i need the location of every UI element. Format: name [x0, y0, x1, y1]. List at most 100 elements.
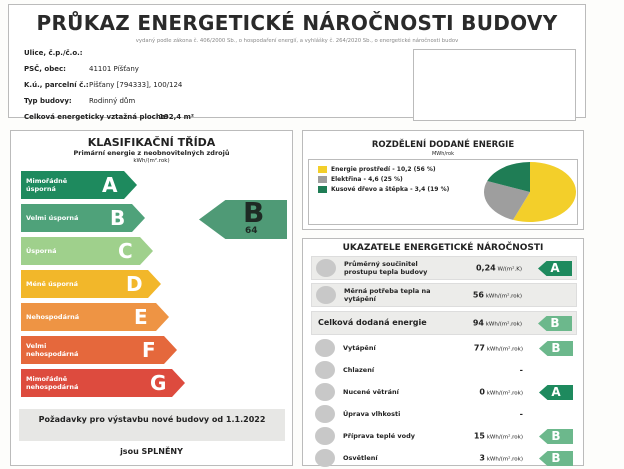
class-bar-b: Velmi úsporná B [21, 204, 145, 232]
pie-slice [484, 180, 530, 220]
indicator-label: Osvětlení [343, 454, 378, 462]
info-label: K.ú., parcelní č.: [24, 81, 89, 89]
thermometer-hot-icon [315, 339, 335, 357]
indicator-row: Celková dodaná energie 94 kWh/(m².rok) B [311, 311, 577, 335]
indicator-unit: kWh/(m².rok) [486, 390, 523, 397]
distribution-unit: MWh/rok [431, 151, 454, 157]
indicator-value: 3 kWh/(m².rok) [479, 454, 523, 463]
class-label: Velmi úsporná [26, 214, 79, 222]
indicator-number: 77 [473, 343, 485, 353]
droplet-icon [315, 405, 335, 423]
class-bar-body [21, 204, 132, 232]
legend-label: Energie prostředí - 10,2 (56 %) [331, 166, 436, 173]
info-label: PSČ, obec: [24, 65, 66, 73]
class-bar-body [21, 303, 156, 331]
indicator-unit: W/(m².K) [497, 266, 522, 273]
class-bar-tip [124, 171, 137, 199]
lightbulb-icon [315, 449, 335, 467]
indicator-number: - [519, 409, 523, 419]
pie-slice [487, 162, 530, 192]
info-label: Typ budovy: [24, 97, 72, 105]
info-value: Píšťany [794333], 100/124 [89, 81, 183, 89]
class-letter: D [126, 272, 143, 296]
indicator-number: - [519, 365, 523, 375]
class-bar-e: Nehospodárná E [21, 303, 169, 331]
class-bar-tip [164, 336, 177, 364]
class-bar-body [21, 336, 164, 364]
indicator-value: 94 kWh/(m².rok) [473, 319, 522, 328]
class-bar-g: Mimořádně nehospodárná G [21, 369, 185, 397]
distribution-chart-frame [308, 159, 578, 225]
requirement-status: jsou SPLNĚNY [120, 447, 183, 456]
indicator-row: Nucené větrání 0 kWh/(m².rok) A [311, 381, 577, 403]
info-label: Celková energeticky vztažná plocha: [24, 113, 169, 121]
legend-label: Elektřina - 4,6 (25 %) [331, 176, 403, 183]
indicators-panel: UKAZATELE ENERGETICKÉ NÁROČNOSTI Průměrn… [302, 238, 584, 467]
info-value: 41101 Píšťany [89, 65, 139, 73]
indicator-value: - [520, 366, 523, 375]
indicator-number: 94 [472, 318, 484, 328]
indicator-value: 0,24 W/(m².K) [476, 264, 522, 273]
indicator-row: Příprava teplé vody 15 kWh/(m².rok) B [311, 425, 577, 447]
class-bar-body [21, 270, 148, 298]
info-value: Rodinný dům [89, 97, 136, 105]
info-label: Ulice, č.p./č.o.: [24, 49, 83, 57]
info-value: 192,4 m² [159, 113, 194, 121]
class-bar-tip [172, 369, 185, 397]
indicator-row: Chlazení - [311, 359, 577, 381]
indicator-number: 0,24 [475, 263, 496, 273]
class-bar-tip [156, 303, 169, 331]
indicator-row: Měrná potřeba tepla na vytápění 56 kWh/(m… [311, 283, 577, 307]
class-bar-body [21, 237, 140, 265]
legend-item: Kusové dřevo a štěpka - 3,4 (19 %) [318, 186, 449, 193]
requirement-box: Požadavky pro výstavbu nové budovy od 1.… [19, 409, 285, 441]
class-label: Úsporná [26, 247, 57, 255]
indicator-label: Vytápění [343, 344, 376, 352]
indicator-value: 77 kWh/(m².rok) [474, 344, 523, 353]
energy-distribution-panel: ROZDĚLENÍ DODANÉ ENERGIE MWh/rok Energie… [302, 130, 584, 230]
page-subtitle: vydaný podle zákona č. 406/2000 Sb., o h… [135, 38, 459, 44]
legend-swatch [318, 186, 327, 193]
class-badge-a: A [539, 385, 573, 400]
legend-item: Elektřina - 4,6 (25 %) [318, 176, 403, 183]
class-letter: F [142, 338, 156, 362]
house-icon [316, 259, 336, 277]
indicator-value: 0 kWh/(m².rok) [479, 388, 523, 397]
class-label: Mimořádně úsporná [26, 177, 68, 193]
class-bar-body [21, 369, 172, 397]
class-bar-tip [148, 270, 161, 298]
indicator-number: 0 [479, 387, 485, 397]
class-label: Méně úsporná [26, 280, 79, 288]
class-badge-b: B [539, 451, 573, 466]
class-letter: C [118, 239, 133, 263]
indicator-unit: kWh/(m².rok) [486, 434, 523, 441]
indicator-value: 56 kWh/(m².rok) [473, 291, 522, 300]
class-badge-b: B [539, 341, 573, 356]
indicator-label: Příprava teplé vody [343, 432, 415, 440]
page-title: PRŮKAZ ENERGETICKÉ NÁROČNOSTI BUDOVY [36, 11, 558, 35]
classification-panel: KLASIFIKAČNÍ TŘÍDA Primární energie z ne… [10, 130, 293, 466]
indicator-value: - [520, 410, 523, 419]
classification-unit: kWh/(m².rok) [133, 158, 170, 164]
classification-subtitle: Primární energie z neobnovitelných zdroj… [73, 149, 230, 157]
pie-slice [513, 162, 576, 222]
indicator-unit: kWh/(m².rok) [485, 321, 522, 328]
class-badge-a: A [538, 261, 572, 276]
building-photo-area [413, 49, 576, 121]
class-letter: B [110, 206, 126, 230]
class-bar-c: Úsporná C [21, 237, 153, 265]
class-letter: E [134, 305, 148, 329]
class-label: Nehospodárná [26, 313, 80, 321]
thermometer-cold-icon [315, 361, 335, 379]
class-bar-a: Mimořádně úsporná A [21, 171, 137, 199]
indicator-unit: kWh/(m².rok) [486, 346, 523, 353]
indicator-label: Nucené větrání [343, 388, 399, 396]
indicators-title: UKAZATELE ENERGETICKÉ NÁROČNOSTI [342, 243, 544, 253]
indicator-label: Chlazení [343, 366, 375, 374]
indicator-row: Vytápění 77 kWh/(m².rok) B [311, 337, 577, 359]
indicator-number: 56 [472, 290, 484, 300]
indicator-label: Úprava vlhkosti [343, 410, 401, 418]
indicator-number: 15 [473, 431, 485, 441]
faucet-icon [315, 427, 335, 445]
class-bar-tip [132, 204, 145, 232]
